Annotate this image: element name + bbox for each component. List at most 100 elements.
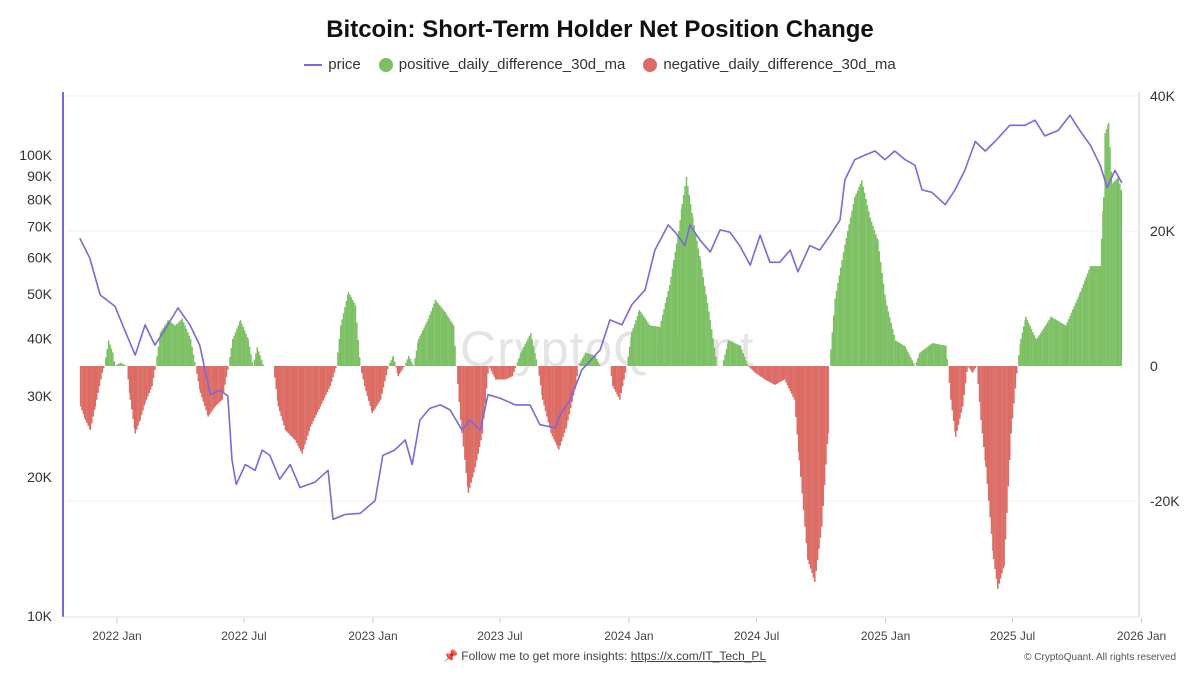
left-axis-tick-label: 40K	[27, 330, 53, 346]
negative-bar	[368, 366, 370, 401]
negative-bar	[786, 366, 789, 386]
positive-bar	[422, 330, 424, 366]
positive-bar	[912, 363, 915, 366]
positive-bar	[903, 345, 905, 366]
negative-bar	[473, 366, 475, 473]
positive-bar	[445, 314, 448, 366]
positive-bar	[255, 353, 257, 366]
positive-bar	[525, 341, 528, 366]
legend-item-negative[interactable]: negative_daily_difference_30d_ma	[643, 56, 896, 73]
positive-bar	[632, 328, 634, 366]
positive-bar	[830, 349, 832, 366]
negative-bar	[504, 366, 507, 380]
negative-bar	[764, 366, 766, 380]
positive-bar	[251, 362, 254, 366]
positive-bar	[1038, 335, 1040, 366]
negative-bar	[325, 366, 327, 395]
positive-bar	[444, 312, 446, 366]
negative-bar	[983, 366, 985, 447]
positive-bar	[180, 320, 182, 366]
positive-bar	[725, 348, 728, 366]
positive-bar	[682, 195, 685, 366]
positive-bar	[940, 344, 942, 366]
negative-bar	[145, 366, 148, 400]
negative-bar	[960, 366, 963, 413]
footer-link[interactable]: https://x.com/IT_Tech_PL	[630, 649, 767, 663]
legend-item-price[interactable]: price	[304, 56, 361, 73]
positive-bar	[248, 346, 251, 366]
positive-bar	[437, 303, 439, 366]
positive-bar	[926, 347, 928, 366]
positive-bar	[685, 177, 688, 366]
negative-bar	[149, 366, 152, 390]
left-axis-tick-label: 50K	[27, 286, 53, 302]
negative-bar	[100, 366, 102, 380]
positive-bar	[835, 290, 838, 366]
positive-bar	[1053, 318, 1055, 366]
positive-bar	[165, 323, 167, 366]
negative-bar	[375, 366, 378, 407]
negative-bar	[287, 366, 289, 434]
positive-bar	[877, 240, 879, 366]
positive-bar	[233, 335, 235, 366]
positive-bar	[353, 302, 355, 366]
positive-bar	[652, 325, 654, 366]
positive-bar	[701, 268, 703, 366]
negative-bar	[610, 366, 613, 377]
positive-bar	[915, 362, 918, 366]
negative-bar	[134, 366, 137, 434]
positive-bar	[870, 221, 873, 366]
positive-bar	[1048, 320, 1050, 366]
positive-bar	[922, 350, 924, 366]
negative-bar	[484, 366, 486, 404]
positive-bar	[454, 345, 456, 366]
negative-bar	[366, 366, 369, 397]
positive-bar	[1026, 319, 1029, 366]
negative-bar	[513, 366, 515, 373]
positive-bar	[889, 317, 891, 366]
positive-bar	[121, 363, 123, 366]
positive-bar	[875, 234, 877, 366]
negative-bar	[305, 366, 308, 441]
positive-bar	[858, 187, 860, 366]
negative-bar	[152, 366, 155, 379]
positive-bar	[229, 357, 231, 366]
negative-bar	[474, 366, 477, 468]
negative-bar	[378, 366, 381, 402]
negative-bar	[151, 366, 153, 387]
positive-bar	[670, 276, 672, 366]
positive-bar	[1107, 123, 1110, 366]
negative-bar	[809, 366, 812, 569]
pin-icon: 📌	[443, 649, 458, 663]
positive-bar	[733, 342, 735, 366]
legend-item-positive[interactable]: positive_daily_difference_30d_ma	[378, 56, 625, 73]
positive-bar	[534, 352, 536, 366]
positive-bar	[1096, 266, 1099, 366]
positive-bar	[156, 356, 158, 366]
positive-bar	[194, 362, 196, 366]
negative-bar	[477, 366, 479, 454]
positive-bar	[661, 314, 664, 366]
positive-bar	[253, 359, 256, 366]
positive-bar	[1105, 129, 1108, 366]
positive-bar	[419, 336, 421, 366]
negative-bar	[316, 366, 319, 413]
positive-bar	[1100, 238, 1103, 366]
negative-bar	[369, 366, 371, 406]
negative-bar	[821, 366, 823, 527]
negative-bar	[86, 366, 88, 423]
negative-bar	[796, 366, 799, 435]
negative-bar	[131, 366, 133, 410]
positive-bar	[441, 308, 444, 366]
negative-bar	[397, 366, 400, 377]
negative-bar	[142, 366, 144, 411]
negative-bar	[225, 366, 228, 378]
negative-bar	[788, 366, 790, 389]
positive-bar	[187, 332, 189, 366]
positive-bar	[390, 360, 392, 366]
positive-bar	[636, 316, 639, 366]
negative-bar	[363, 366, 366, 387]
positive-bar	[393, 361, 396, 366]
positive-bar	[732, 342, 734, 366]
